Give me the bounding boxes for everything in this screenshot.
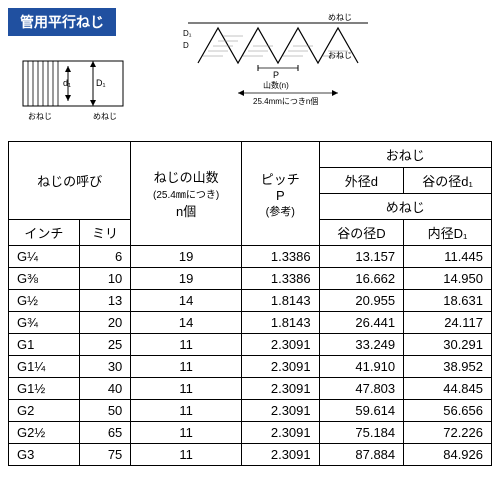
cell-d: 59.614 bbox=[319, 400, 404, 422]
cell-d1: 38.952 bbox=[404, 356, 492, 378]
header-naikei-D1: 内径D₁ bbox=[404, 220, 492, 246]
cell-inch: G½ bbox=[9, 290, 80, 312]
cell-inch: G1¼ bbox=[9, 356, 80, 378]
cell-d: 87.884 bbox=[319, 444, 404, 466]
cell-d: 75.184 bbox=[319, 422, 404, 444]
cell-inch: G2½ bbox=[9, 422, 80, 444]
table-row: G125112.309133.24930.291 bbox=[9, 334, 492, 356]
D1-axis: D₁ bbox=[183, 29, 192, 38]
meneji-label-1: めねじ bbox=[93, 112, 117, 121]
cell-n: 11 bbox=[131, 334, 242, 356]
cell-d1: 84.926 bbox=[404, 444, 492, 466]
table-row: G250112.309159.61456.656 bbox=[9, 400, 492, 422]
cell-n: 14 bbox=[131, 312, 242, 334]
table-row: G¾20141.814326.44124.117 bbox=[9, 312, 492, 334]
cell-d1: 72.226 bbox=[404, 422, 492, 444]
cell-inch: G1½ bbox=[9, 378, 80, 400]
cell-inch: G⅜ bbox=[9, 268, 80, 290]
table-row: G¼6191.338613.15711.445 bbox=[9, 246, 492, 268]
cell-n: 19 bbox=[131, 268, 242, 290]
cell-d1: 30.291 bbox=[404, 334, 492, 356]
table-row: G⅜10191.338616.66214.950 bbox=[9, 268, 492, 290]
cell-pitch: 2.3091 bbox=[241, 356, 319, 378]
cell-d1: 11.445 bbox=[404, 246, 492, 268]
oneji-label-1: おねじ bbox=[28, 112, 52, 121]
cell-miri: 65 bbox=[79, 422, 131, 444]
thread-spec-table: ねじの呼び ねじの山数(25.4㎜につき)n個 ピッチP(参考) おねじ 外径d… bbox=[8, 141, 492, 466]
cell-d: 13.157 bbox=[319, 246, 404, 268]
cell-n: 14 bbox=[131, 290, 242, 312]
cell-d: 41.910 bbox=[319, 356, 404, 378]
cell-miri: 50 bbox=[79, 400, 131, 422]
header-tani-d1: 谷の径d₁ bbox=[404, 168, 492, 194]
cell-pitch: 2.3091 bbox=[241, 400, 319, 422]
meneji-label-2: めねじ bbox=[328, 13, 352, 22]
cell-n: 11 bbox=[131, 444, 242, 466]
header-section: 管用平行ねじ d₁ D₁ bbox=[8, 8, 492, 131]
cell-inch: G¾ bbox=[9, 312, 80, 334]
cell-pitch: 2.3091 bbox=[241, 378, 319, 400]
cell-pitch: 1.8143 bbox=[241, 312, 319, 334]
cell-miri: 25 bbox=[79, 334, 131, 356]
cell-pitch: 1.8143 bbox=[241, 290, 319, 312]
cell-n: 19 bbox=[131, 246, 242, 268]
header-pitch: ピッチP(参考) bbox=[241, 142, 319, 246]
header-inch: インチ bbox=[9, 220, 80, 246]
cell-pitch: 2.3091 bbox=[241, 444, 319, 466]
cell-d: 47.803 bbox=[319, 378, 404, 400]
D-axis: D bbox=[183, 41, 189, 50]
cell-d: 33.249 bbox=[319, 334, 404, 356]
header-oneji: おねじ bbox=[319, 142, 491, 168]
table-row: G½13141.814320.95518.631 bbox=[9, 290, 492, 312]
page-title: 管用平行ねじ bbox=[8, 8, 116, 36]
header-gaikei-d: 外径d bbox=[319, 168, 404, 194]
table-row: G1½40112.309147.80344.845 bbox=[9, 378, 492, 400]
cell-d: 26.441 bbox=[319, 312, 404, 334]
title-wrapper: 管用平行ねじ d₁ D₁ bbox=[8, 8, 148, 131]
cell-inch: G2 bbox=[9, 400, 80, 422]
header-yamakazu: ねじの山数(25.4㎜につき)n個 bbox=[131, 142, 242, 246]
cell-miri: 40 bbox=[79, 378, 131, 400]
cell-d: 20.955 bbox=[319, 290, 404, 312]
cell-d1: 44.845 bbox=[404, 378, 492, 400]
table-row: G2½65112.309175.18472.226 bbox=[9, 422, 492, 444]
table-body: G¼6191.338613.15711.445G⅜10191.338616.66… bbox=[9, 246, 492, 466]
cell-miri: 10 bbox=[79, 268, 131, 290]
cell-d1: 18.631 bbox=[404, 290, 492, 312]
cell-n: 11 bbox=[131, 356, 242, 378]
yamakazu-label: 山数(n) bbox=[263, 80, 289, 90]
per-254-label: 25.4mmにつきn個 bbox=[253, 96, 318, 106]
cell-n: 11 bbox=[131, 422, 242, 444]
cell-inch: G1 bbox=[9, 334, 80, 356]
cell-n: 11 bbox=[131, 400, 242, 422]
table-row: G375112.309187.88484.926 bbox=[9, 444, 492, 466]
cell-inch: G¼ bbox=[9, 246, 80, 268]
D1-label: D₁ bbox=[96, 78, 106, 88]
cell-pitch: 2.3091 bbox=[241, 334, 319, 356]
cell-d1: 56.656 bbox=[404, 400, 492, 422]
d1-label: d₁ bbox=[63, 78, 71, 88]
cell-d1: 14.950 bbox=[404, 268, 492, 290]
pipe-diagram: d₁ D₁ おねじ めねじ bbox=[8, 41, 148, 131]
header-tani-D: 谷の径D bbox=[319, 220, 404, 246]
cell-n: 11 bbox=[131, 378, 242, 400]
cell-pitch: 2.3091 bbox=[241, 422, 319, 444]
cell-miri: 6 bbox=[79, 246, 131, 268]
cell-miri: 13 bbox=[79, 290, 131, 312]
pitch-P-label: P bbox=[273, 70, 279, 80]
cell-d: 16.662 bbox=[319, 268, 404, 290]
cell-miri: 20 bbox=[79, 312, 131, 334]
cell-inch: G3 bbox=[9, 444, 80, 466]
cell-miri: 75 bbox=[79, 444, 131, 466]
cell-d1: 24.117 bbox=[404, 312, 492, 334]
header-yobi: ねじの呼び bbox=[9, 142, 131, 220]
header-miri: ミリ bbox=[79, 220, 131, 246]
table-row: G1¼30112.309141.91038.952 bbox=[9, 356, 492, 378]
thread-profile-diagram: めねじ おねじ P 山数(n) 25.4mmにつきn個 D D₁ bbox=[178, 8, 358, 98]
header-meneji: めねじ bbox=[319, 194, 491, 220]
cell-pitch: 1.3386 bbox=[241, 246, 319, 268]
oneji-label-2: おねじ bbox=[328, 51, 352, 60]
cell-pitch: 1.3386 bbox=[241, 268, 319, 290]
cell-miri: 30 bbox=[79, 356, 131, 378]
